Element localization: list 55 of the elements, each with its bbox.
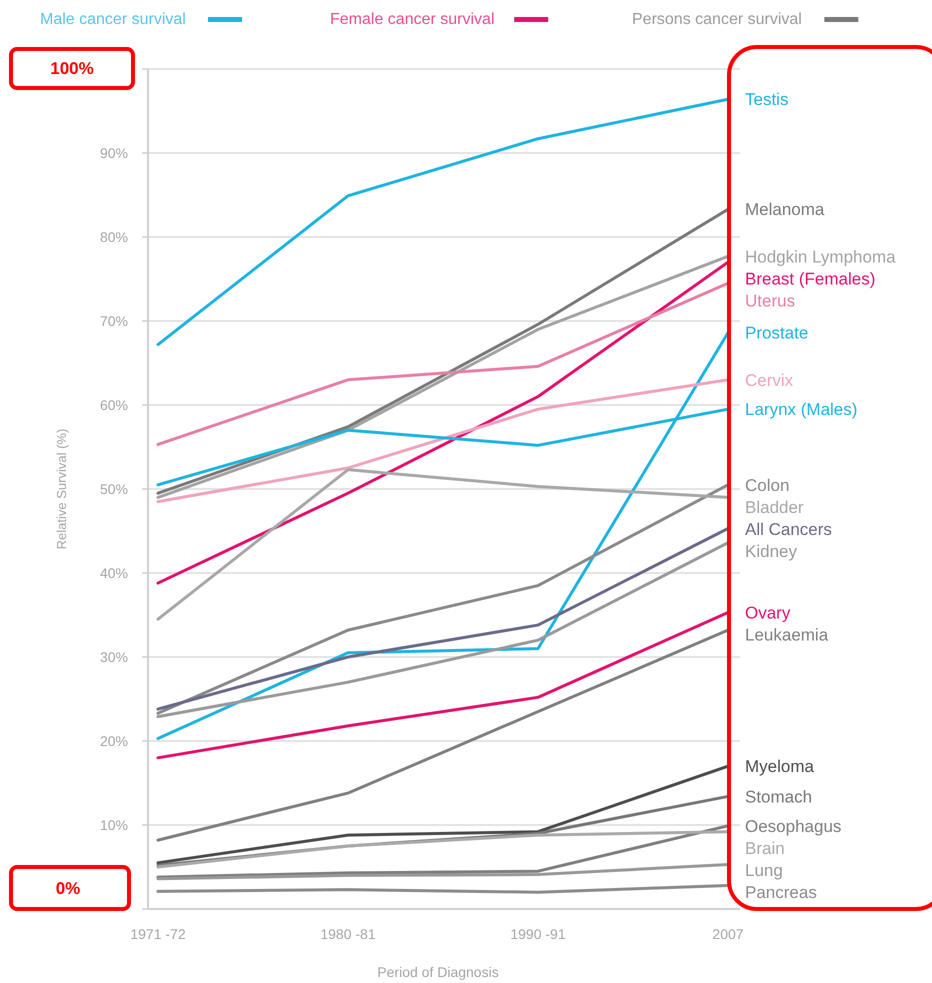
line-series <box>156 764 730 864</box>
series-label: Cervix <box>745 370 794 390</box>
line-series <box>156 483 730 715</box>
text: Male cancer survival <box>40 11 186 28</box>
x-axis-title: Period of Diagnosis <box>377 964 499 980</box>
series-label: Brain <box>745 838 785 858</box>
line-series <box>156 260 730 585</box>
series-label: Bladder <box>745 498 804 517</box>
line-series <box>156 254 730 499</box>
series-label: Myeloma <box>745 757 815 776</box>
x-tick-label: 2007 <box>712 926 744 942</box>
line-series <box>156 884 730 894</box>
text: 0% <box>56 878 80 898</box>
y-tick-label: 30% <box>100 648 128 665</box>
series-label: Stomach <box>745 787 812 806</box>
series-label: Hodgkin Lymphoma <box>745 247 896 266</box>
series-label: Breast (Females) <box>745 269 876 288</box>
x-tick-label: 1990 -91 <box>510 926 566 942</box>
series-label: Leukaemia <box>745 625 829 644</box>
line-series <box>156 468 730 621</box>
series-label: All Cancers <box>745 520 832 539</box>
series-label: Prostate <box>745 324 808 343</box>
series-label: Pancreas <box>745 882 817 902</box>
text: Persons cancer survival <box>632 11 802 28</box>
series-label: Uterus <box>745 291 796 310</box>
y-tick-label: 10% <box>100 816 128 833</box>
y-tick-label: 60% <box>100 396 128 413</box>
line-series <box>156 378 730 504</box>
x-tick-label: 1980 -81 <box>320 926 376 942</box>
y-tick-label: 90% <box>100 144 128 161</box>
y-tick-label: 20% <box>100 732 128 749</box>
line-series <box>156 98 730 346</box>
line-series <box>156 282 730 446</box>
text: Female cancer survival <box>330 11 494 28</box>
series-label: Kidney <box>745 542 798 561</box>
line-series <box>156 208 730 495</box>
y-axis-title: Relative Survival (%) <box>54 428 69 550</box>
line-series <box>156 830 730 868</box>
text: 100% <box>50 58 94 78</box>
line-series <box>156 862 730 880</box>
y-tick-label: 40% <box>100 564 128 581</box>
y-tick-label: 70% <box>100 312 128 329</box>
series-label: Larynx (Males) <box>745 400 858 420</box>
x-tick-label: 1971 -72 <box>130 926 186 942</box>
y-tick-label: 80% <box>100 228 128 245</box>
series-label: Testis <box>745 90 788 110</box>
series-label: Colon <box>745 476 790 495</box>
series-label: Lung <box>745 860 783 880</box>
y-tick-label: 50% <box>100 480 128 497</box>
series-label: Melanoma <box>745 200 825 220</box>
line-series <box>156 628 730 842</box>
line-series <box>156 610 730 760</box>
line-series <box>156 824 730 879</box>
series-label: Oesophagus <box>745 816 842 836</box>
series-label: Ovary <box>745 603 791 622</box>
